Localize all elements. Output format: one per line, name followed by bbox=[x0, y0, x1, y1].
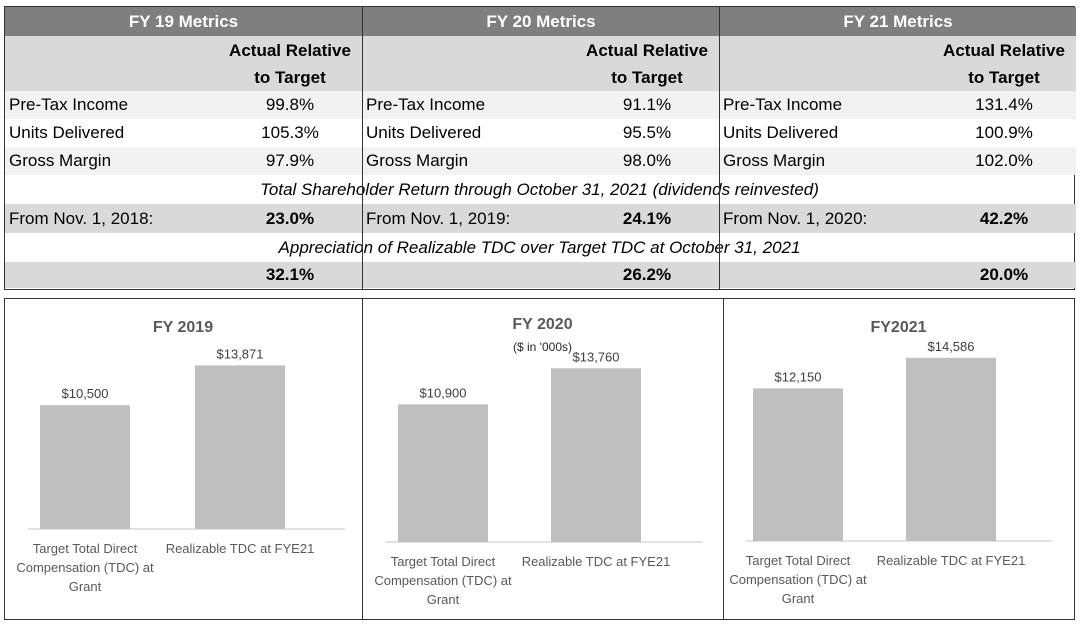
tsr-title: Total Shareholder Return through October… bbox=[5, 175, 1074, 204]
category-label: Target Total Direct bbox=[746, 553, 851, 568]
fy21-appreciation-value: 20.0% bbox=[932, 262, 1076, 288]
header-line-1: Actual Relative bbox=[229, 40, 351, 60]
fy20-metric-value: 91.1% bbox=[575, 91, 719, 119]
fy20-metric-label: Units Delivered bbox=[362, 119, 575, 147]
fy20-appreciation-label bbox=[362, 262, 575, 288]
bar bbox=[195, 365, 285, 529]
fy21-label-header bbox=[719, 36, 932, 91]
fy21-tsr-value: 42.2% bbox=[932, 204, 1076, 233]
fy20-tsr-value: 24.1% bbox=[575, 204, 719, 233]
header-line-2: to Target bbox=[968, 67, 1040, 87]
bar bbox=[398, 404, 488, 542]
fy21-actual-header: Actual Relative to Target bbox=[932, 36, 1076, 91]
fy21-metric-label: Units Delivered bbox=[719, 119, 932, 147]
header-line-2: to Target bbox=[254, 67, 326, 87]
data-label: $13,871 bbox=[217, 346, 264, 361]
fy19-tsr-value: 23.0% bbox=[218, 204, 362, 233]
category-label: Realizable TDC at FYE21 bbox=[877, 553, 1026, 568]
table-row: Gross Margin 97.9% Gross Margin 98.0% Gr… bbox=[5, 147, 1076, 175]
metrics-table: FY 19 Metrics FY 20 Metrics FY 21 Metric… bbox=[4, 6, 1076, 290]
fy19-metric-value: 105.3% bbox=[218, 119, 362, 147]
fy20-header: FY 20 Metrics bbox=[362, 7, 719, 36]
category-label: Compensation (TDC) at bbox=[729, 572, 867, 587]
chart-title: FY 2019 bbox=[153, 319, 213, 336]
fy19-appreciation-label bbox=[5, 262, 218, 288]
fy20-tsr-label: From Nov. 1, 2019: bbox=[362, 204, 575, 233]
tsr-row: From Nov. 1, 2018: 23.0% From Nov. 1, 20… bbox=[5, 204, 1076, 233]
fy19-metric-value: 99.8% bbox=[218, 91, 362, 119]
fy21-metric-value: 100.9% bbox=[932, 119, 1076, 147]
fy20-metric-value: 95.5% bbox=[575, 119, 719, 147]
fy19-metric-label: Pre-Tax Income bbox=[5, 91, 218, 119]
category-label: Target Total Direct bbox=[391, 554, 496, 569]
fy20-metric-label: Pre-Tax Income bbox=[362, 91, 575, 119]
category-label: Grant bbox=[69, 579, 102, 594]
tsr-title-row: Total Shareholder Return through October… bbox=[5, 175, 1074, 204]
fy19-tsr-label: From Nov. 1, 2018: bbox=[5, 204, 218, 233]
category-label: Compensation (TDC) at bbox=[374, 573, 512, 588]
appreciation-row: 32.1% 26.2% 20.0% bbox=[5, 262, 1076, 288]
fy19-appreciation-value: 32.1% bbox=[218, 262, 362, 288]
fy19-metric-value: 97.9% bbox=[218, 147, 362, 175]
header-line-1: Actual Relative bbox=[943, 40, 1065, 60]
chart-fy2019-svg: FY 2019 $10,500 Target Total Direct Compens… bbox=[16, 319, 345, 594]
data-label: $14,586 bbox=[928, 339, 975, 354]
fy21-metric-value: 102.0% bbox=[932, 147, 1076, 175]
chart-fy2019: FY 2019 $10,500 Target Total Direct Compens… bbox=[4, 298, 363, 620]
fy21-metric-label: Gross Margin bbox=[719, 147, 932, 175]
category-label: Compensation (TDC) at bbox=[16, 560, 154, 575]
fy21-appreciation-label bbox=[719, 262, 932, 288]
category-label: Target Total Direct bbox=[33, 541, 138, 556]
category-label: Grant bbox=[782, 591, 815, 606]
fy20-actual-header: Actual Relative to Target bbox=[575, 36, 719, 91]
chart-fy2021: FY2021 $12,150 Target Total Direct Compensa… bbox=[723, 298, 1075, 620]
fy20-label-header bbox=[362, 36, 575, 91]
fy19-metric-label: Units Delivered bbox=[5, 119, 218, 147]
header-line-2: to Target bbox=[611, 67, 683, 87]
fy21-tsr-label: From Nov. 1, 2020: bbox=[719, 204, 932, 233]
table-header-row: FY 19 Metrics FY 20 Metrics FY 21 Metric… bbox=[5, 7, 1076, 36]
chart-title: FY2021 bbox=[870, 319, 926, 336]
data-label: $12,150 bbox=[775, 369, 822, 384]
chart-subtitle: ($ in '000s) bbox=[513, 340, 572, 354]
bar bbox=[40, 405, 130, 529]
data-label: $13,760 bbox=[573, 349, 620, 364]
appreciation-title-row: Appreciation of Realizable TDC over Targ… bbox=[5, 233, 1074, 262]
fy21-header: FY 21 Metrics bbox=[719, 7, 1076, 36]
category-label: Realizable TDC at FYE21 bbox=[166, 541, 315, 556]
header-line-1: Actual Relative bbox=[586, 40, 708, 60]
fy20-metric-value: 98.0% bbox=[575, 147, 719, 175]
bar bbox=[753, 388, 843, 541]
fy20-appreciation-value: 26.2% bbox=[575, 262, 719, 288]
table-row: Units Delivered 105.3% Units Delivered 9… bbox=[5, 119, 1076, 147]
chart-fy2020: FY 2020 ($ in '000s) $10,900 Target Total D… bbox=[362, 298, 724, 620]
bar bbox=[551, 368, 641, 542]
data-label: $10,900 bbox=[420, 385, 467, 400]
bar bbox=[906, 357, 996, 541]
column-header-row: Actual Relative to Target Actual Relativ… bbox=[5, 36, 1076, 91]
fy19-header: FY 19 Metrics bbox=[5, 7, 362, 36]
category-label: Realizable TDC at FYE21 bbox=[522, 554, 671, 569]
chart-title: FY 2020 bbox=[512, 316, 572, 333]
fy19-actual-header: Actual Relative to Target bbox=[218, 36, 362, 91]
fy19-label-header bbox=[5, 36, 218, 91]
table-row: Pre-Tax Income 99.8% Pre-Tax Income 91.1… bbox=[5, 91, 1076, 119]
chart-fy2021-svg: FY2021 $12,150 Target Total Direct Compensa… bbox=[729, 319, 1052, 606]
category-label: Grant bbox=[427, 592, 460, 607]
column-divider bbox=[719, 7, 720, 289]
column-divider bbox=[362, 7, 363, 289]
data-label: $10,500 bbox=[62, 386, 109, 401]
appreciation-title: Appreciation of Realizable TDC over Targ… bbox=[5, 233, 1074, 262]
fy20-metric-label: Gross Margin bbox=[362, 147, 575, 175]
chart-fy2020-svg: FY 2020 ($ in '000s) $10,900 Target Total D… bbox=[374, 316, 703, 607]
fy19-metric-label: Gross Margin bbox=[5, 147, 218, 175]
fy21-metric-value: 131.4% bbox=[932, 91, 1076, 119]
fy21-metric-label: Pre-Tax Income bbox=[719, 91, 932, 119]
